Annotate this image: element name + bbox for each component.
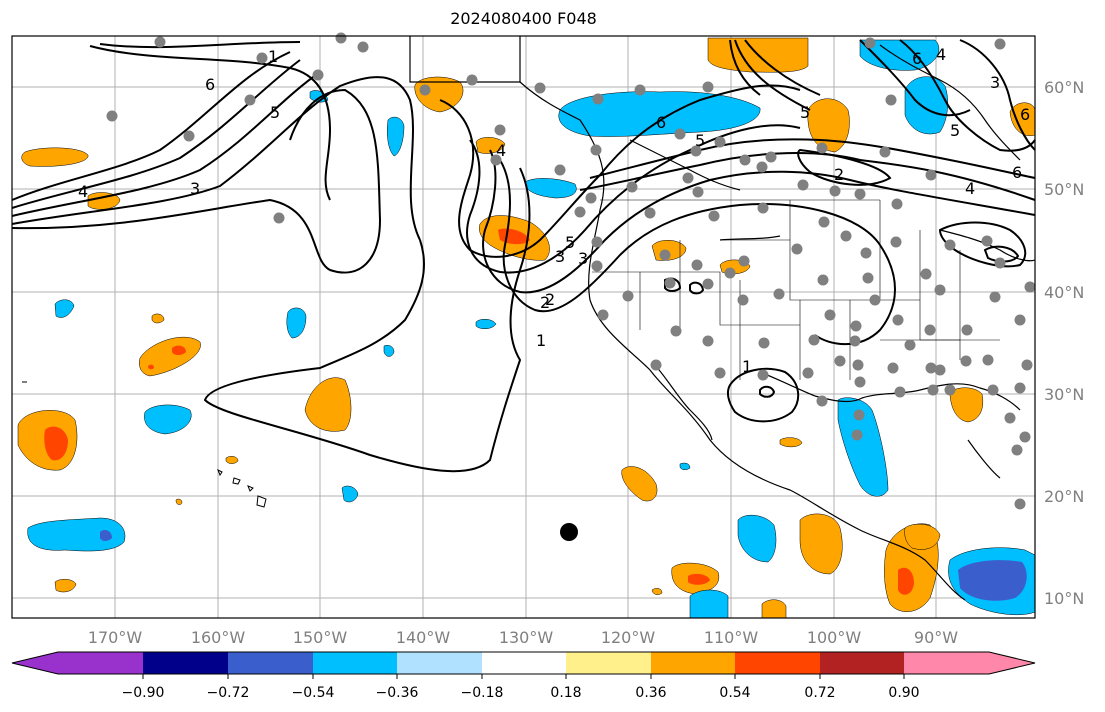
colorbar (11, 651, 1036, 675)
lat-label: 40°N (1044, 283, 1084, 302)
colorbar-label: 0.36 (635, 685, 666, 701)
contour-label: 3 (990, 73, 1000, 92)
contour-label: 4 (496, 141, 506, 160)
contour-label: 2 (834, 165, 844, 184)
station-markers (106, 32, 1036, 510)
coastlines (409, 36, 1036, 601)
colorbar-label: −0.36 (376, 685, 419, 701)
strong-negative-anomaly-areas (100, 530, 1027, 601)
colorbar-segment (313, 652, 397, 674)
contour-label: 3 (190, 179, 200, 198)
colorbar-label: −0.54 (292, 685, 335, 701)
colorbar-segment (735, 652, 820, 674)
colorbar-labels: −0.90 −0.72 −0.54 −0.36 −0.18 0.18 0.36 … (122, 685, 920, 701)
colorbar-under (12, 652, 58, 674)
colorbar-label: 0.72 (804, 685, 835, 701)
lon-label: 170°W (88, 628, 143, 647)
lon-label: 160°W (191, 628, 246, 647)
lon-label: 90°W (914, 628, 958, 647)
contour-label: 6 (1012, 163, 1022, 182)
contour-label: 5 (950, 121, 960, 140)
positive-anomaly-areas (17, 37, 1036, 619)
contour-label: 4 (78, 182, 88, 201)
lat-label: 10°N (1044, 589, 1084, 608)
colorbar-outline (11, 651, 1036, 675)
lon-label: 120°W (601, 628, 656, 647)
contour-label: 3 (555, 247, 565, 266)
contour-label: 4 (936, 45, 946, 64)
contour-label: 2 (540, 293, 550, 312)
lat-label: 50°N (1044, 180, 1084, 199)
lon-label: 110°W (704, 628, 759, 647)
colorbar-segment (482, 652, 566, 674)
colorbar-label: 0.18 (550, 685, 581, 701)
colorbar-label: 0.54 (719, 685, 750, 701)
contour-label: 6 (205, 75, 215, 94)
contour-label: 1 (268, 47, 278, 66)
contour-lines (11, 39, 1036, 473)
colorbar-segment (58, 652, 143, 674)
colorbar-segment (143, 652, 228, 674)
contour-label: 5 (565, 233, 575, 252)
contour-label: 6 (912, 49, 922, 68)
contour-labels: 1 2 3 4 5 6 1 2 3 4 5 6 5 6 5 6 4 3 2 1 … (78, 45, 1030, 376)
colorbar-segment (651, 652, 735, 674)
state-borders (592, 199, 1000, 380)
contour-label: 6 (1020, 105, 1030, 124)
colorbar-segment (820, 652, 904, 674)
contour-label: 4 (965, 179, 975, 198)
colorbar-label: −0.90 (122, 685, 165, 701)
colorbar-label: −0.18 (461, 685, 504, 701)
lat-label: 30°N (1044, 385, 1084, 404)
chart-title: 2024080400 F048 (450, 9, 597, 28)
colorbar-segment (566, 652, 651, 674)
colorbar-ticks (142, 674, 905, 679)
hawaii-islands (22, 381, 267, 508)
latitude-labels: 60°N 50°N 40°N 30°N 20°N 10°N (1044, 78, 1084, 608)
contour-label: 5 (270, 103, 280, 122)
colorbar-segment (228, 652, 313, 674)
lat-label: 60°N (1044, 78, 1084, 97)
colorbar-over (989, 652, 1035, 674)
colorbar-segment (397, 652, 482, 674)
colorbar-label: −0.72 (207, 685, 250, 701)
marked-location (560, 523, 578, 541)
contour-label: 6 (656, 113, 666, 132)
lon-label: 140°W (396, 628, 451, 647)
map-frame (11, 35, 1036, 619)
contour-label: 1 (742, 357, 752, 376)
contour-label: 5 (800, 103, 810, 122)
contour-label: 3 (578, 249, 588, 268)
colorbar-segment (904, 652, 989, 674)
colorbar-label: 0.90 (888, 685, 919, 701)
lon-label: 100°W (807, 628, 862, 647)
lat-label: 20°N (1044, 487, 1084, 506)
contour-label: 5 (695, 131, 705, 150)
negative-anomaly-areas (27, 39, 1036, 619)
contour-label: 1 (536, 331, 546, 350)
lon-label: 150°W (293, 628, 348, 647)
contour-label: 2 (545, 290, 555, 309)
lon-label: 130°W (499, 628, 554, 647)
longitude-labels: 170°W 160°W 150°W 140°W 130°W 120°W 110°… (88, 628, 958, 647)
